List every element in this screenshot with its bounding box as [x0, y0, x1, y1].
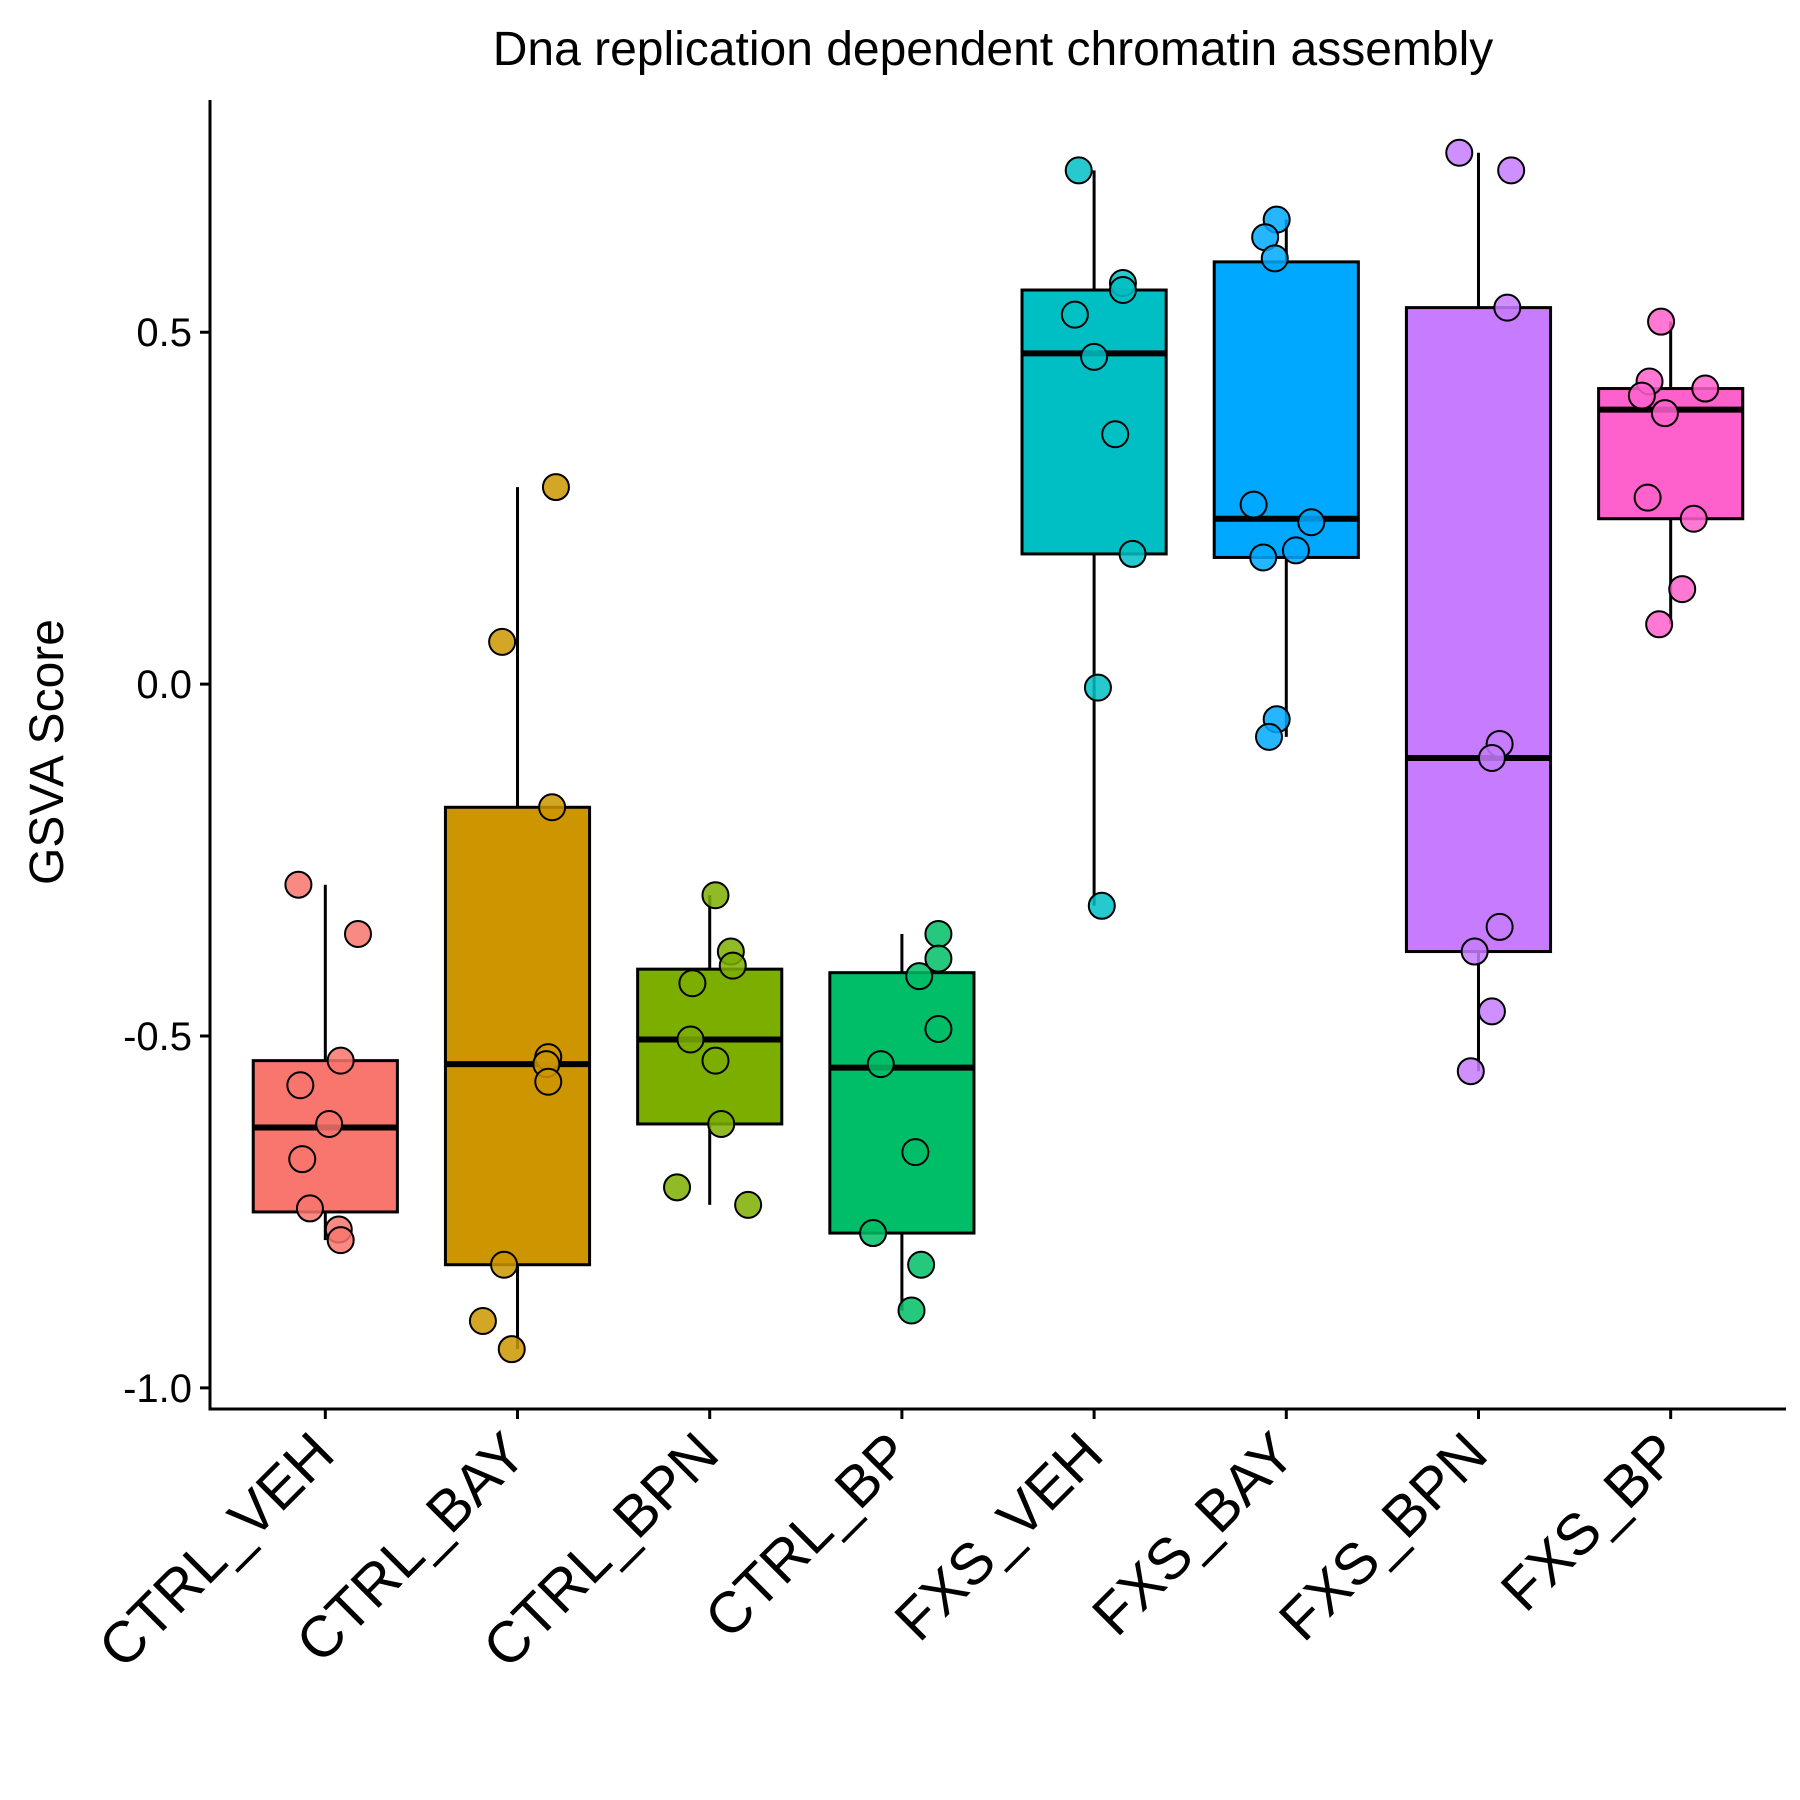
data-point	[859, 1219, 888, 1248]
x-ticks: CTRL_VEHCTRL_BAYCTRL_BPNCTRL_BPFXS_VEHFX…	[86, 1409, 1692, 1680]
data-point	[315, 1109, 344, 1138]
data-point	[897, 1296, 926, 1325]
data-point	[663, 1173, 692, 1202]
data-point	[1477, 997, 1506, 1026]
box-iqr	[636, 967, 784, 1126]
data-point	[1668, 575, 1697, 604]
box-iqr	[443, 805, 592, 1267]
boxes	[251, 152, 1745, 1350]
data-point	[678, 969, 707, 998]
data-point	[1445, 138, 1474, 167]
box-ctrl-bay	[443, 487, 592, 1350]
data-point	[1239, 490, 1268, 519]
box-fxs-bp	[1597, 321, 1745, 625]
data-point	[907, 1250, 936, 1279]
data-point	[905, 962, 934, 991]
data-point	[295, 1194, 324, 1223]
x-tick-label: FXS_VEH	[882, 1420, 1115, 1653]
box-iqr	[1020, 288, 1168, 556]
data-point	[284, 870, 313, 899]
y-tick-label: -1.0	[123, 1367, 192, 1411]
data-point	[1691, 374, 1720, 403]
box-fxs-veh	[1020, 170, 1168, 906]
y-axis-title: GSVA Score	[21, 619, 74, 885]
data-point	[1281, 536, 1310, 565]
x-tick-label: FXS_BP	[1489, 1420, 1692, 1623]
data-point	[1650, 399, 1679, 428]
data-point	[1064, 156, 1093, 185]
x-tick-label: CTRL_BP	[693, 1420, 924, 1651]
data-point	[534, 1067, 563, 1096]
y-tick-label: -0.5	[123, 1015, 192, 1059]
data-point	[1297, 508, 1326, 537]
data-point	[924, 919, 953, 948]
data-point	[1108, 276, 1137, 305]
box-fxs-bpn	[1404, 152, 1553, 1072]
data-point	[1087, 891, 1116, 920]
y-tick-label: 0.5	[136, 311, 192, 355]
data-point	[1647, 307, 1676, 336]
data-point	[1645, 610, 1674, 639]
data-point	[924, 1014, 953, 1043]
data-point	[488, 627, 517, 656]
data-point	[1497, 156, 1526, 185]
data-point	[1101, 420, 1130, 449]
data-point	[1080, 342, 1109, 371]
data-point	[1260, 244, 1289, 273]
box-iqr	[1404, 306, 1553, 954]
data-point	[288, 1145, 317, 1174]
data-point	[1249, 543, 1278, 572]
data-point	[497, 1335, 526, 1364]
data-point	[901, 1138, 930, 1167]
data-point	[707, 1109, 736, 1138]
data-point	[1493, 293, 1522, 322]
data-point	[676, 1025, 705, 1054]
x-tick-label: FXS_BPN	[1267, 1420, 1500, 1653]
data-point	[538, 793, 567, 822]
data-point	[1254, 722, 1283, 751]
box-ctrl-veh	[251, 884, 399, 1241]
box-ctrl-bp	[828, 933, 976, 1311]
data-point	[924, 944, 953, 973]
box-fxs-bay	[1212, 219, 1360, 737]
data-point	[1679, 504, 1708, 533]
chart-title: Dna replication dependent chromatin asse…	[493, 23, 1494, 76]
data-point	[734, 1190, 763, 1219]
data-point	[326, 1046, 355, 1075]
data-point	[1118, 539, 1147, 568]
box-ctrl-bpn	[636, 895, 784, 1205]
data-point	[343, 919, 372, 948]
data-point	[866, 1050, 895, 1079]
data-point	[1460, 937, 1489, 966]
data-point	[326, 1226, 355, 1255]
data-point	[286, 1071, 315, 1100]
data-point	[1633, 483, 1662, 512]
data-point	[490, 1250, 519, 1279]
data-point	[1627, 381, 1656, 410]
data-point	[718, 951, 747, 980]
data-point	[1083, 673, 1112, 702]
box-iqr	[828, 971, 976, 1235]
data-point	[1456, 1057, 1485, 1086]
data-points	[284, 138, 1720, 1364]
data-point	[701, 881, 730, 910]
data-point	[541, 473, 570, 502]
data-point	[1060, 300, 1089, 329]
data-point	[468, 1307, 497, 1336]
data-point	[701, 1046, 730, 1075]
data-point	[1477, 744, 1506, 773]
y-ticks: -1.0 -0.5 0.0 0.5	[123, 311, 210, 1411]
y-tick-label: 0.0	[136, 663, 192, 707]
box-iqr	[1212, 260, 1360, 559]
data-point	[1485, 912, 1514, 941]
